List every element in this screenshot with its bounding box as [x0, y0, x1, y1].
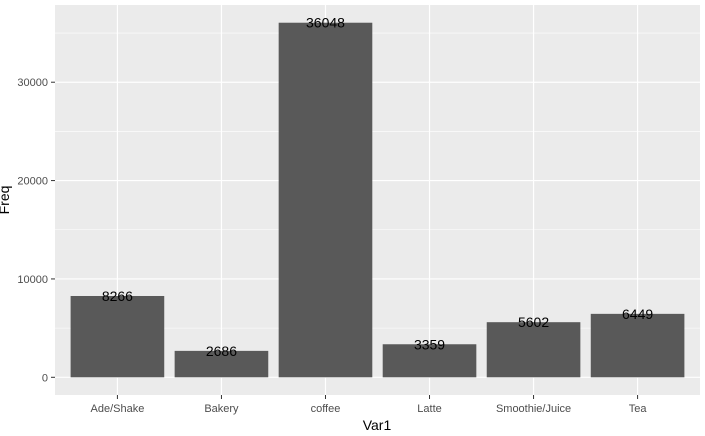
bar — [486, 322, 581, 378]
data-label: 5602 — [518, 314, 549, 330]
bar — [382, 344, 477, 378]
bar — [174, 350, 269, 378]
data-label: 3359 — [414, 336, 445, 352]
bar — [278, 22, 373, 378]
x-tick-label: Bakery — [204, 403, 239, 415]
x-tick-label: Tea — [629, 403, 648, 415]
y-tick-label: 30000 — [17, 77, 48, 89]
y-axis: 0 10000 20000 30000 — [17, 77, 55, 384]
x-axis: Ade/Shake Bakery coffee Latte Smoothie/Juice… — [91, 395, 648, 415]
y-tick-label: 0 — [42, 372, 48, 384]
x-tick-label: Latte — [417, 403, 441, 415]
y-tick-label: 10000 — [17, 274, 48, 286]
data-label: 6449 — [622, 306, 653, 322]
x-axis-title: Var1 — [363, 417, 392, 433]
data-label: 2686 — [206, 343, 237, 359]
x-tick-label: coffee — [311, 403, 341, 415]
x-tick-label: Ade/Shake — [91, 403, 145, 415]
y-axis-title: Freq — [0, 186, 12, 215]
y-tick-label: 20000 — [17, 176, 48, 188]
x-tick-label: Smoothie/Juice — [496, 403, 571, 415]
data-label: 36048 — [306, 15, 345, 31]
bar — [70, 295, 165, 378]
data-labels: 8266 2686 36048 3359 5602 6449 — [102, 15, 654, 359]
bar — [590, 313, 685, 378]
bars — [70, 22, 685, 378]
data-label: 8266 — [102, 288, 133, 304]
